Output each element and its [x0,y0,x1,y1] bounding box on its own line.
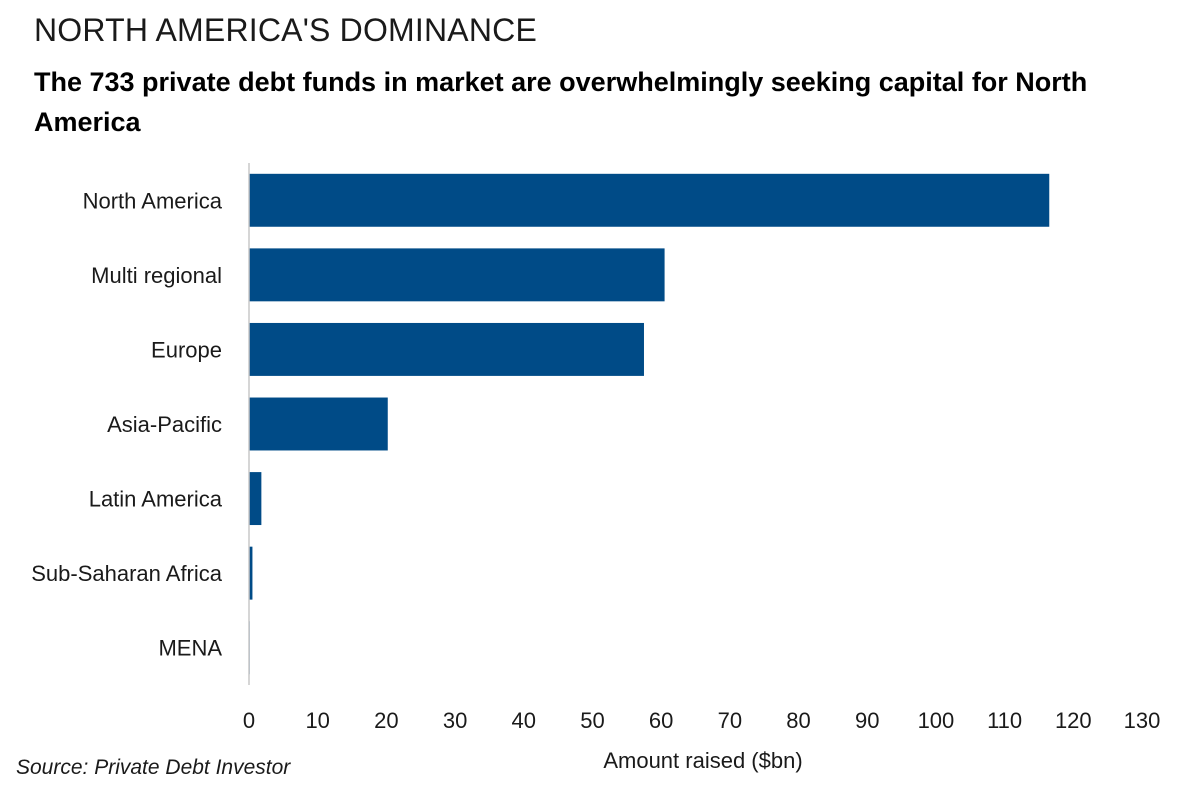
category-labels: North America Multi regional Europe Asia-Pa… [31,188,223,660]
category-label: Multi regional [91,263,222,288]
x-tick-labels: 0 10 20 30 40 50 60 70 80 90 100 110 120 130 [243,708,1160,733]
x-tick-label: 100 [918,708,955,733]
bar-europe [249,322,644,376]
chart-subtitle: The 733 private debt funds in market are… [34,67,1088,137]
category-label: Latin America [89,487,223,512]
bar-asia-pacific [249,397,388,451]
bar-latin-america [249,472,262,526]
category-label: Asia-Pacific [107,412,222,437]
x-tick-label: 40 [512,708,536,733]
x-tick-label: 20 [374,708,398,733]
x-tick-label: 0 [243,708,255,733]
x-tick-label: 60 [649,708,673,733]
x-tick-label: 110 [987,708,1022,733]
category-label: MENA [158,636,222,661]
x-tick-label: 130 [1124,708,1161,733]
x-tick-label: 120 [1055,708,1092,733]
bar-sub-saharan-africa [249,546,253,600]
x-tick-label: 10 [305,708,329,733]
source-note: Source: Private Debt Investor [16,756,291,779]
x-tick-label: 90 [855,708,879,733]
x-tick-label: 70 [718,708,742,733]
category-label: Sub-Saharan Africa [31,561,223,586]
x-tick-label: 80 [786,708,810,733]
bars-group [249,173,1050,675]
category-label: North America [83,188,223,213]
x-axis-label: Amount raised ($bn) [603,748,802,773]
category-label: Europe [151,337,222,362]
x-tick-label: 50 [580,708,604,733]
x-tick-label: 30 [443,708,467,733]
bar-north-america [249,173,1050,227]
bar-multi-regional [249,248,665,302]
chart-title: NORTH AMERICA'S DOMINANCE [34,12,538,48]
